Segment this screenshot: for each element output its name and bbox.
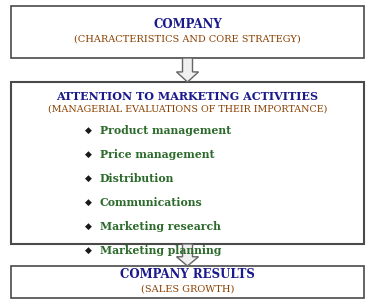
Text: ATTENTION TO MARKETING ACTIVITIES: ATTENTION TO MARKETING ACTIVITIES (57, 91, 318, 101)
Text: ◆: ◆ (85, 198, 92, 207)
Bar (11, 266, 364, 298)
Text: Marketing planning: Marketing planning (100, 245, 221, 255)
Text: ◆: ◆ (85, 126, 92, 134)
Text: ◆: ◆ (85, 149, 92, 159)
Text: Communications: Communications (100, 197, 203, 207)
Text: (CHARACTERISTICS AND CORE STRATEGY): (CHARACTERISTICS AND CORE STRATEGY) (74, 34, 301, 43)
Text: COMPANY RESULTS: COMPANY RESULTS (120, 268, 255, 281)
Text: Product management: Product management (100, 124, 231, 136)
Text: ◆: ◆ (85, 174, 92, 182)
Bar (11, 82, 364, 244)
Text: ◆: ◆ (85, 221, 92, 230)
Text: Distribution: Distribution (100, 172, 174, 184)
Text: Marketing research: Marketing research (100, 220, 221, 232)
Text: COMPANY: COMPANY (153, 18, 222, 31)
Text: (SALES GROWTH): (SALES GROWTH) (141, 284, 234, 294)
Text: Price management: Price management (100, 149, 214, 159)
Polygon shape (177, 244, 198, 266)
Bar (11, 6, 364, 58)
Polygon shape (177, 58, 198, 82)
Text: (MANAGERIAL EVALUATIONS OF THEIR IMPORTANCE): (MANAGERIAL EVALUATIONS OF THEIR IMPORTA… (48, 104, 327, 114)
Text: ◆: ◆ (85, 246, 92, 255)
